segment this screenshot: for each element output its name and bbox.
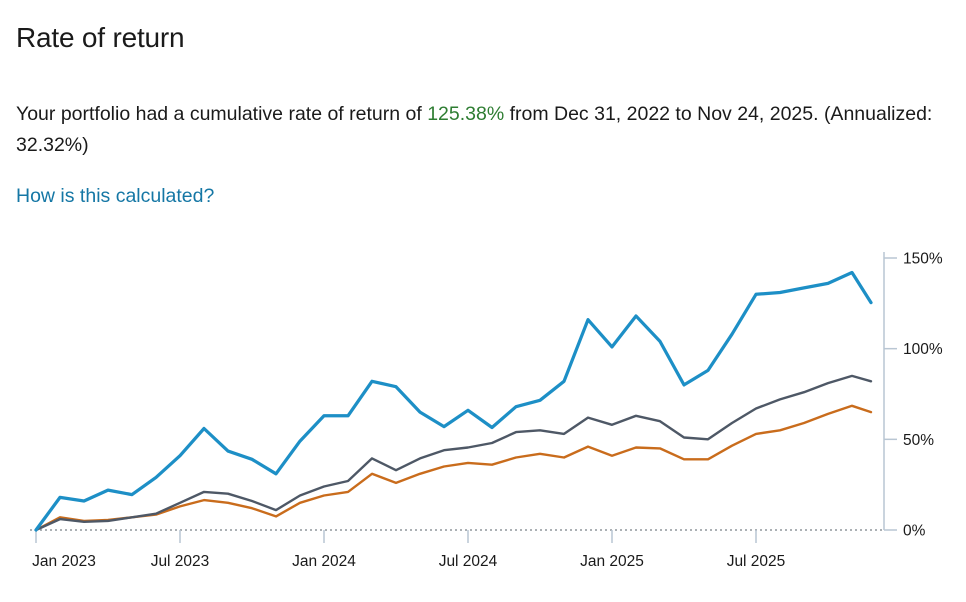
- y-tick-label: 0%: [903, 523, 926, 540]
- series-line-portfolio: [34, 270, 873, 532]
- cumulative-return-value: 125.38%: [427, 103, 505, 125]
- how-calculated-link[interactable]: How is this calculated?: [16, 185, 215, 207]
- y-tick-label: 150%: [903, 251, 943, 268]
- chart-series: [34, 270, 873, 532]
- series-line-unlabeled-orange: [34, 404, 873, 532]
- x-tick-label: Jul 2025: [727, 553, 786, 570]
- summary-suffix: from Dec 31, 2022 to Nov 24, 2025. (Annu…: [16, 103, 933, 156]
- x-tick-label: Jan 2024: [292, 553, 356, 570]
- summary-text: Your portfolio had a cumulative rate of …: [16, 99, 952, 161]
- y-tick-label: 100%: [903, 341, 943, 358]
- rate-of-return-chart: 0% 50% 100% 150% Jan 2023 Jul 2023 Jan 2024 Jul…: [30, 251, 943, 570]
- summary-prefix: Your portfolio had a cumulative rate of …: [16, 103, 428, 125]
- x-tick-label: Jul 2024: [439, 553, 498, 570]
- chart-axes: 0% 50% 100% 150% Jan 2023 Jul 2023 Jan 2024 Jul…: [30, 251, 943, 570]
- y-tick-label: 50%: [903, 432, 934, 449]
- x-tick-label: Jan 2023: [32, 553, 96, 570]
- x-tick-label: Jul 2023: [151, 553, 210, 570]
- series-line-unlabeled-gray: [34, 374, 873, 532]
- x-tick-label: Jan 2025: [580, 553, 644, 570]
- page-title: Rate of return: [16, 22, 185, 53]
